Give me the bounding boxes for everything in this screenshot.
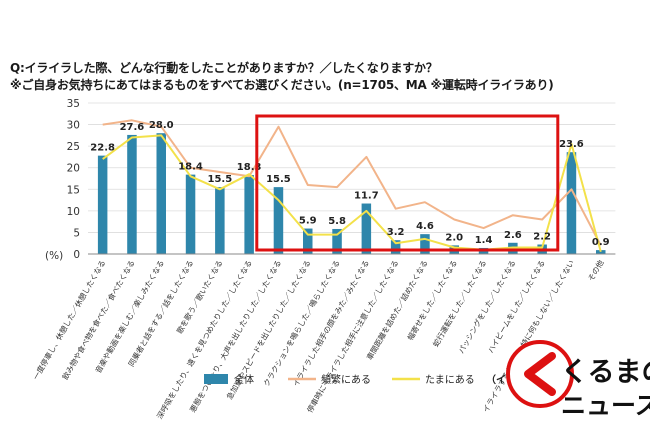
y-tick-label: 0 bbox=[73, 249, 80, 261]
y-tick-label: 25 bbox=[67, 141, 80, 153]
bar bbox=[566, 152, 577, 254]
series-line-tamani bbox=[102, 134, 602, 253]
bar bbox=[244, 175, 254, 254]
category-label: 幅寄せをした／したくなる bbox=[405, 258, 459, 342]
bar bbox=[215, 187, 225, 254]
legend-swatch-bar bbox=[204, 374, 228, 384]
data-label: 18.3 bbox=[237, 162, 262, 173]
bar bbox=[97, 155, 108, 254]
y-tick-label: 30 bbox=[67, 120, 80, 132]
data-label: 2.0 bbox=[445, 232, 463, 243]
data-label: 2.2 bbox=[533, 232, 551, 243]
category-label: その他 bbox=[585, 258, 605, 283]
bar bbox=[156, 133, 166, 254]
bar-layer bbox=[97, 133, 606, 254]
y-tick-label: 10 bbox=[67, 206, 80, 218]
bar bbox=[596, 250, 606, 254]
bar bbox=[332, 228, 342, 254]
legend-label-tamani: たまにある bbox=[425, 374, 475, 386]
label-layer: 22.8 27.6 28.0 18.4 15.5 18.3 15.5 5.9 5.8 11.7 3.… bbox=[90, 120, 609, 248]
data-label: 2.6 bbox=[504, 230, 522, 241]
data-label: 5.9 bbox=[299, 216, 317, 227]
watermark-line2: ニュース bbox=[561, 391, 650, 420]
series-line-hinpan bbox=[102, 119, 602, 246]
grid-layer bbox=[88, 102, 616, 233]
bar bbox=[390, 240, 401, 254]
data-label: 11.7 bbox=[354, 191, 379, 202]
bar bbox=[273, 187, 284, 254]
bar bbox=[420, 234, 430, 254]
data-label: 23.6 bbox=[559, 139, 584, 150]
data-label: 1.4 bbox=[475, 235, 493, 246]
data-label: 27.6 bbox=[120, 122, 145, 133]
y-tick-label: 15 bbox=[67, 184, 80, 196]
watermark-arrow-icon bbox=[524, 352, 556, 396]
bar bbox=[185, 174, 196, 254]
data-label: 28.0 bbox=[149, 120, 174, 131]
watermark-circle bbox=[506, 340, 574, 408]
question-title: Q:イライラした際、どんな行動をしたことがありますか？／したくなりますか？ bbox=[10, 61, 438, 75]
category-label: 蛇行運転をした／したくなる bbox=[430, 258, 488, 348]
data-label: 18.4 bbox=[178, 162, 203, 173]
question-instruction: ※ご自身お気持ちにあてはまるものをすべてお選びください。(n=1705、MA ※… bbox=[10, 78, 554, 92]
bar bbox=[303, 228, 313, 254]
data-label: 0.9 bbox=[592, 237, 610, 248]
highlight-box bbox=[255, 114, 560, 252]
category-label: 車間距離を詰めた／詰めたくなる bbox=[364, 258, 430, 362]
data-label: 22.8 bbox=[90, 143, 115, 154]
data-label: 3.2 bbox=[387, 227, 405, 238]
highlight-layer bbox=[255, 114, 560, 252]
y-tick-label: 5 bbox=[73, 227, 80, 239]
y-tick-label: 35 bbox=[67, 98, 80, 110]
category-label: パッシングをした／したくなる bbox=[456, 258, 518, 355]
line-layer bbox=[102, 119, 602, 253]
bar bbox=[361, 203, 372, 254]
legend-label-zentai: 全体 bbox=[234, 373, 254, 386]
legend-label-hinpan: 頻繁にある bbox=[321, 373, 371, 386]
y-unit-label: (%) bbox=[45, 250, 63, 262]
y-tick-label: 20 bbox=[67, 163, 80, 175]
bar bbox=[127, 134, 137, 254]
watermark-line1: くるまの bbox=[561, 357, 650, 388]
data-label: 15.5 bbox=[266, 174, 291, 185]
data-label: 15.5 bbox=[208, 174, 233, 185]
watermark-logo: くるまの ニュース bbox=[506, 340, 650, 420]
data-label: 5.8 bbox=[328, 216, 346, 227]
data-label: 4.6 bbox=[416, 221, 434, 232]
